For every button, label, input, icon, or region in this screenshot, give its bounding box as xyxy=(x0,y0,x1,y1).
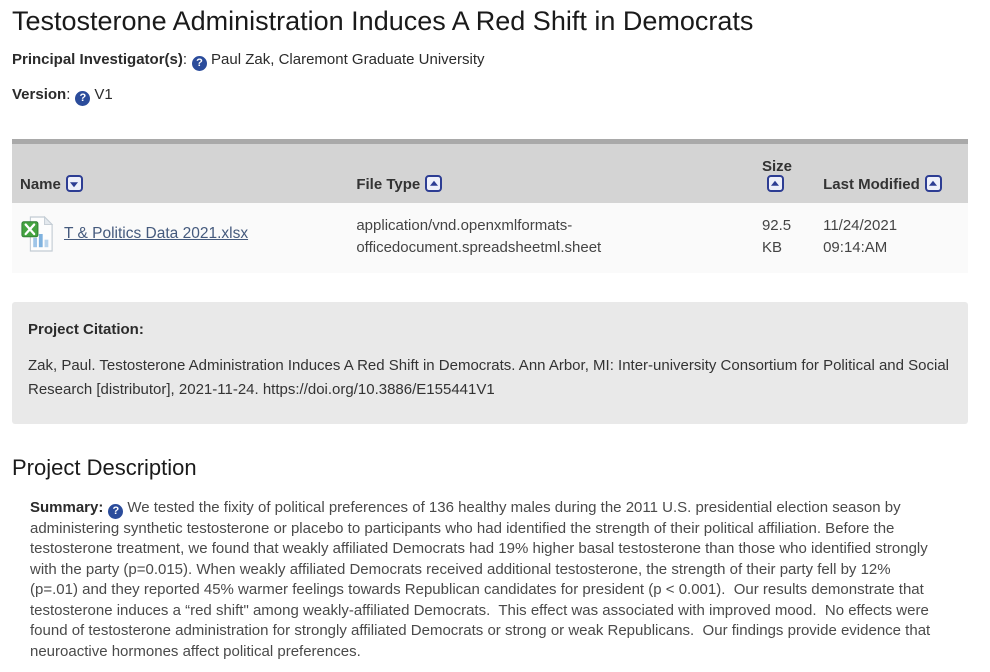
excel-file-icon xyxy=(21,215,54,252)
column-header-last-modified-label: Last Modified xyxy=(823,176,920,193)
column-header-file-type[interactable]: File Type xyxy=(348,141,754,203)
sort-ascending-icon[interactable] xyxy=(924,175,942,192)
version-colon: : xyxy=(66,86,71,103)
help-icon[interactable] xyxy=(108,503,124,519)
summary-text: We tested the fixity of political prefer… xyxy=(30,498,935,660)
citation-label: Project Citation: xyxy=(28,320,144,338)
summary-label: Summary: xyxy=(30,498,104,516)
file-type-cell: application/vnd.openxmlformats-officedoc… xyxy=(348,203,754,273)
version-line: Version: V1 xyxy=(12,86,968,106)
sort-ascending-icon[interactable] xyxy=(425,175,443,192)
page-title: Testosterone Administration Induces A Re… xyxy=(12,6,754,36)
citation-text: Zak, Paul. Testosterone Administration I… xyxy=(28,356,949,398)
project-citation-box: Project Citation: Zak, Paul. Testosteron… xyxy=(12,301,968,424)
help-icon[interactable] xyxy=(75,91,91,106)
sort-descending-icon[interactable] xyxy=(65,175,83,192)
files-table-header-row: Name File Type Size Last Modified xyxy=(12,141,968,203)
version-value: V1 xyxy=(94,86,113,103)
version-label: Version xyxy=(12,86,67,103)
pi-value: Paul Zak, Claremont Graduate University xyxy=(211,51,485,68)
pi-label: Principal Investigator(s) xyxy=(12,51,183,68)
files-table: Name File Type Size Last Modified xyxy=(12,139,968,273)
principal-investigator-line: Principal Investigator(s): Paul Zak, Clar… xyxy=(12,51,968,71)
file-row: T & Politics Data 2021.xlsx application/… xyxy=(12,203,968,273)
pi-colon: : xyxy=(182,51,188,68)
file-name-cell: T & Politics Data 2021.xlsx xyxy=(12,203,349,273)
column-header-size[interactable]: Size xyxy=(753,141,816,203)
file-size-cell: 92.5 KB xyxy=(753,203,816,273)
column-header-last-modified[interactable]: Last Modified xyxy=(815,141,968,203)
column-header-size-label: Size xyxy=(761,158,792,175)
project-description-heading: Project Description xyxy=(12,454,197,480)
column-header-name-label: Name xyxy=(20,176,61,193)
summary-block: Summary:We tested the fixity of politica… xyxy=(30,498,942,663)
file-last-modified-cell: 11/24/2021 09:14:AM xyxy=(815,203,968,273)
file-link[interactable]: T & Politics Data 2021.xlsx xyxy=(64,224,249,242)
column-header-name[interactable]: Name xyxy=(12,141,349,203)
column-header-file-type-label: File Type xyxy=(356,176,421,193)
help-icon[interactable] xyxy=(192,56,208,71)
sort-ascending-icon[interactable] xyxy=(766,175,784,192)
